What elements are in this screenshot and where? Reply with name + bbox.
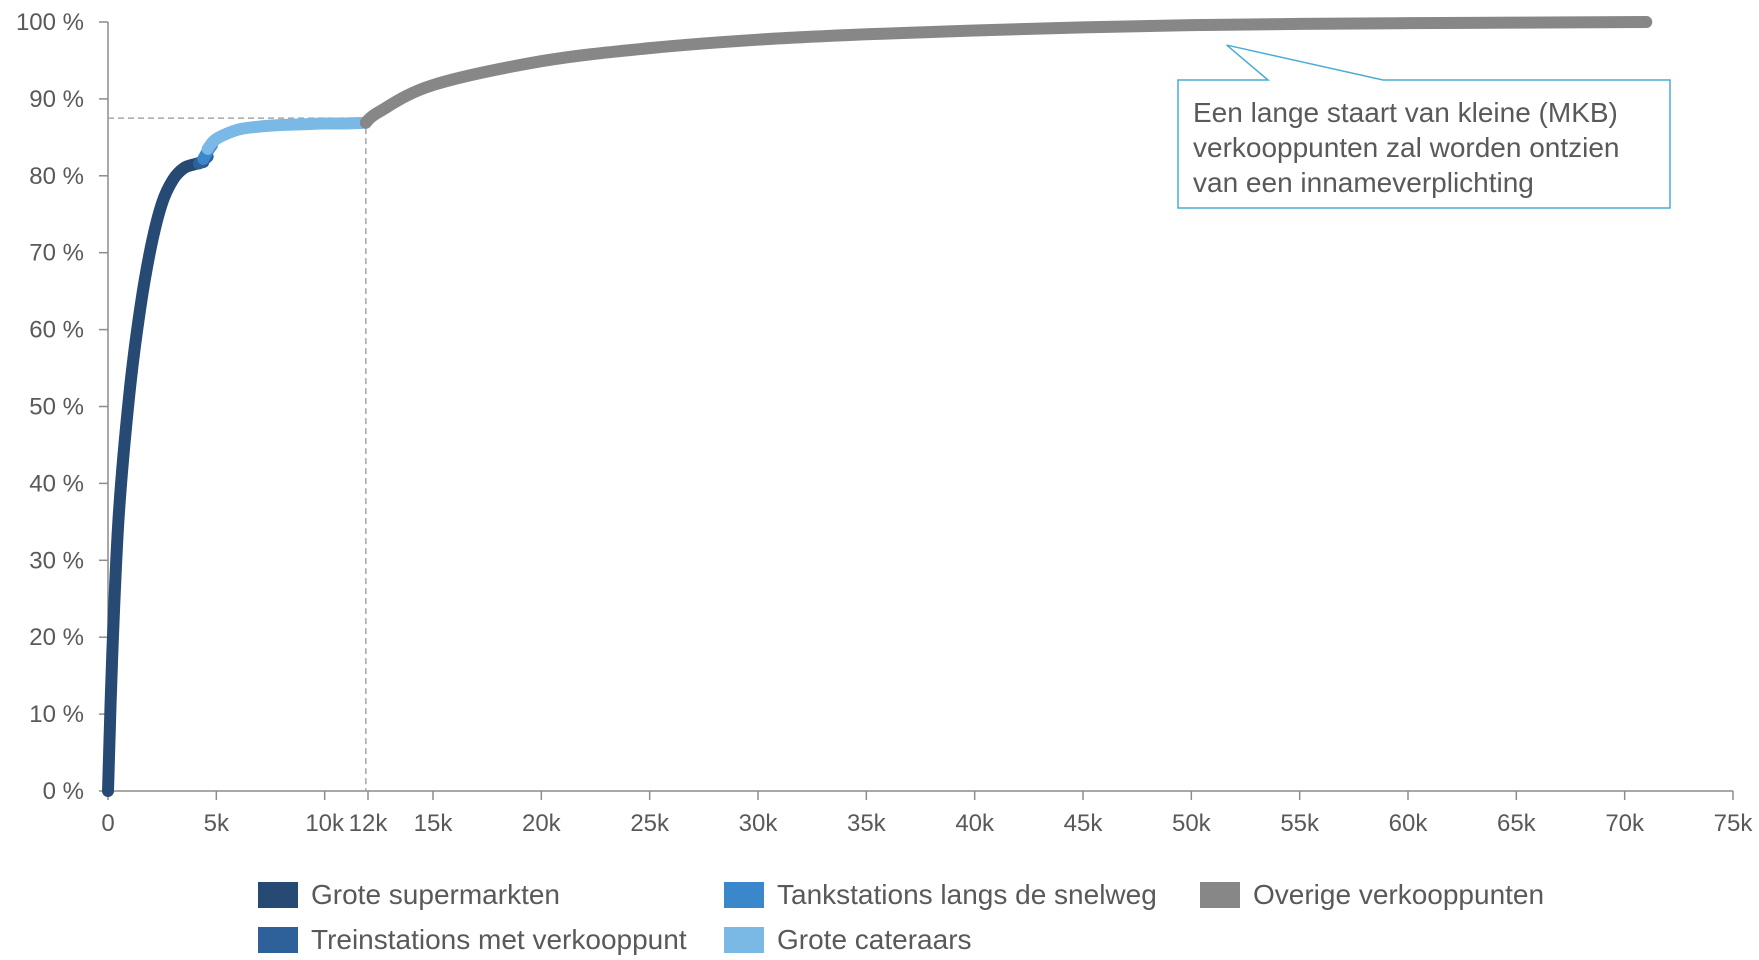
legend-label: Overige verkooppunten xyxy=(1253,879,1545,910)
legend-swatch xyxy=(258,927,298,953)
x-tick-label: 15k xyxy=(414,810,454,837)
annotation-line-1: Een lange staart van kleine (MKB) xyxy=(1193,97,1618,128)
y-tick-label: 30 % xyxy=(29,547,84,574)
x-tick-label: 45k xyxy=(1064,810,1104,837)
y-tick-label: 40 % xyxy=(29,470,84,497)
legend-item-treinstations: Treinstations met verkooppunt xyxy=(258,920,687,960)
x-tick-label: 55k xyxy=(1280,810,1320,837)
y-tick-label: 80 % xyxy=(29,163,84,190)
legend: Grote supermarkten Tankstations langs de… xyxy=(258,875,1558,955)
legend-item-tankstations: Tankstations langs de snelweg xyxy=(724,875,1157,915)
annotation-callout xyxy=(1177,44,1671,209)
legend-item-overige-verkooppunten: Overige verkooppunten xyxy=(1200,875,1544,915)
x-tick-label: 30k xyxy=(739,810,779,837)
x-tick-label: 0 xyxy=(101,810,114,837)
axes: 0 % 10 % 20 % 30 % 40 % 50 % 60 % 70 % 80 % 90 % 1… xyxy=(16,9,1753,837)
series-lines xyxy=(102,16,1653,797)
x-tick-label: 20k xyxy=(522,810,562,837)
legend-label: Treinstations met verkooppunt xyxy=(311,924,687,955)
y-tick-label: 20 % xyxy=(29,624,84,651)
annotation-line-3: van een innameverplichting xyxy=(1193,167,1534,198)
annotation-box xyxy=(1177,44,1671,209)
legend-item-grote-cateraars: Grote cateraars xyxy=(724,920,972,960)
legend-label: Grote supermarkten xyxy=(311,879,560,910)
y-tick-label: 70 % xyxy=(29,240,84,267)
y-tick-label: 10 % xyxy=(29,701,84,728)
legend-label: Grote cateraars xyxy=(777,924,972,955)
legend-swatch xyxy=(258,882,298,908)
y-tick-label: 100 % xyxy=(16,9,84,36)
x-tick-label: 70k xyxy=(1605,810,1645,837)
legend-item-grote-supermarkten: Grote supermarkten xyxy=(258,875,560,915)
annotation-text: Een lange staart van kleine (MKB) verkoo… xyxy=(1193,95,1673,200)
legend-swatch xyxy=(1200,882,1240,908)
reference-lines xyxy=(108,117,367,791)
x-tick-label: 10k xyxy=(305,810,345,837)
y-tick-label: 50 % xyxy=(29,394,84,421)
series-line-grote-supermarkten xyxy=(102,155,210,797)
y-tick-label: 60 % xyxy=(29,317,84,344)
x-tick-label: 65k xyxy=(1497,810,1537,837)
y-tick-label: 0 % xyxy=(43,778,84,805)
x-tick-label: 25k xyxy=(630,810,670,837)
x-tick-label: 12k xyxy=(349,810,389,837)
x-tick-label: 75k xyxy=(1714,810,1754,837)
x-tick-label: 60k xyxy=(1389,810,1429,837)
legend-swatch xyxy=(724,882,764,908)
series-line-overige-verkooppunten xyxy=(359,16,1653,129)
x-tick-label: 40k xyxy=(955,810,995,837)
x-tick-label: 35k xyxy=(847,810,887,837)
annotation-line-2: verkooppunten zal worden ontzien xyxy=(1193,132,1620,163)
legend-swatch xyxy=(724,927,764,953)
x-tick-label: 5k xyxy=(204,810,230,837)
legend-label: Tankstations langs de snelweg xyxy=(777,879,1157,910)
series-line-grote-cateraars xyxy=(201,116,372,155)
y-tick-label: 90 % xyxy=(29,86,84,113)
x-tick-label: 50k xyxy=(1172,810,1212,837)
